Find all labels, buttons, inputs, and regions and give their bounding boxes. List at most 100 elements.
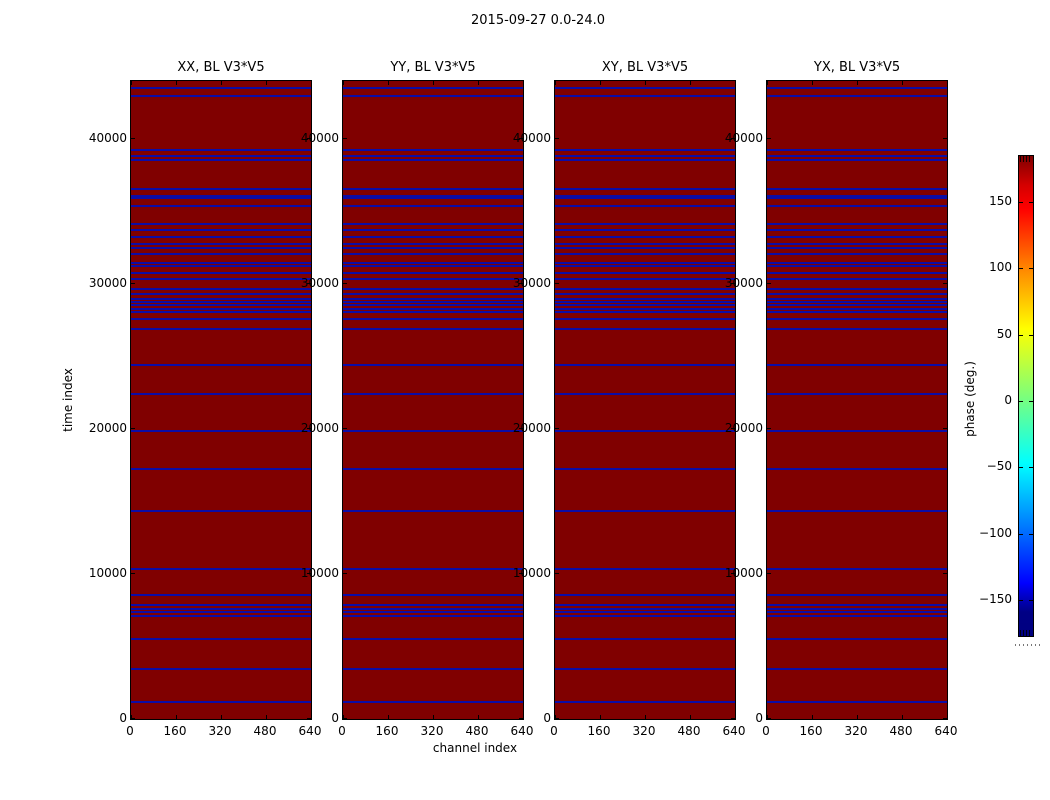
x-tick-mark (176, 81, 177, 85)
colorbar-tick-label: 100 (989, 260, 1012, 275)
flag-line (131, 155, 311, 157)
colorbar-tick-mark (1029, 401, 1033, 402)
y-tick-mark (131, 718, 135, 719)
x-tick-label: 0 (762, 724, 770, 738)
flag-line (131, 243, 311, 246)
y-tick-mark (343, 718, 347, 719)
flag-line (131, 430, 311, 432)
colorbar-tick-mark (1019, 467, 1023, 469)
y-tick-label: 10000 (512, 566, 551, 580)
flag-line (555, 393, 735, 396)
flag-line (343, 287, 523, 290)
flag-line (555, 261, 735, 264)
flag-line (555, 318, 735, 321)
x-tick-mark (433, 81, 434, 85)
x-tick-mark (176, 715, 177, 719)
y-tick-label: 30000 (300, 276, 339, 290)
flag-line (343, 235, 523, 238)
x-tick-label: 480 (465, 724, 489, 738)
x-axis-label: channel index (432, 741, 518, 755)
x-tick-mark (690, 715, 691, 719)
flag-line (767, 272, 947, 274)
flag-line (131, 86, 311, 89)
flag-line (555, 615, 735, 617)
flag-line (767, 261, 947, 264)
colorbar-tick-mark (1019, 334, 1023, 336)
flag-line (131, 293, 311, 295)
flag-line (131, 668, 311, 671)
x-tick-mark (433, 715, 434, 719)
y-tick-mark (519, 138, 523, 139)
flag-line (343, 194, 523, 197)
flag-line (767, 607, 947, 610)
flag-line (555, 188, 735, 190)
flag-line (343, 611, 523, 613)
flag-line (555, 509, 735, 512)
y-tick-mark (307, 138, 311, 139)
flag-line (343, 615, 523, 617)
flag-line (555, 196, 735, 199)
x-tick-mark (735, 81, 736, 85)
flag-line (343, 607, 523, 610)
flag-line (343, 265, 523, 267)
x-tick-mark (343, 81, 344, 85)
x-tick-mark (735, 715, 736, 719)
flag-line (767, 95, 947, 98)
flag-line (343, 228, 523, 231)
flag-line (767, 86, 947, 89)
x-tick-label: 160 (375, 724, 399, 738)
y-tick-label: 40000 (512, 131, 551, 145)
flag-line (555, 272, 735, 274)
flag-line (343, 307, 523, 310)
y-tick-mark (519, 718, 523, 719)
flag-line (131, 297, 311, 300)
y-tick-label: 0 (119, 711, 127, 725)
flag-line (767, 668, 947, 671)
flag-line (767, 307, 947, 310)
x-tick-mark (902, 715, 903, 719)
y-tick-mark (943, 138, 947, 139)
flag-line (343, 604, 523, 607)
x-tick-mark (311, 81, 312, 85)
flag-line (555, 668, 735, 671)
y-tick-mark (731, 428, 735, 429)
x-tick-mark (523, 715, 524, 719)
flag-line (555, 155, 735, 157)
x-tick-mark (812, 81, 813, 85)
x-tick-label: 320 (420, 724, 444, 738)
flag-line (131, 287, 311, 290)
y-tick-mark (943, 573, 947, 574)
flag-line (767, 228, 947, 231)
flag-line (767, 637, 947, 640)
x-tick-label: 0 (338, 724, 346, 738)
flag-line (131, 194, 311, 197)
x-tick-mark (812, 715, 813, 719)
colorbar-tick-mark (1019, 401, 1023, 402)
flag-line (343, 95, 523, 98)
x-tick-mark (857, 81, 858, 85)
flag-line (343, 567, 523, 570)
y-tick-mark (731, 718, 735, 719)
x-tick-label: 320 (844, 724, 868, 738)
y-tick-mark (519, 573, 523, 574)
flag-line (131, 611, 311, 613)
x-tick-mark (478, 715, 479, 719)
x-tick-label: 320 (632, 724, 656, 738)
y-tick-label: 10000 (724, 566, 763, 580)
colorbar-tick-mark (1029, 467, 1033, 469)
x-tick-label: 160 (163, 724, 187, 738)
flag-line (555, 611, 735, 613)
x-tick-mark (266, 715, 267, 719)
flag-line (343, 246, 523, 249)
flag-line (343, 327, 523, 330)
flag-line (131, 594, 311, 597)
x-tick-mark (600, 715, 601, 719)
x-tick-mark (857, 715, 858, 719)
flag-line (555, 607, 735, 610)
y-tick-mark (731, 283, 735, 284)
flag-line (767, 594, 947, 597)
subplot-title-xx: XX, BL V3*V5 (177, 60, 265, 75)
flag-line (767, 196, 947, 199)
flag-line (767, 304, 947, 307)
flag-line (767, 253, 947, 255)
